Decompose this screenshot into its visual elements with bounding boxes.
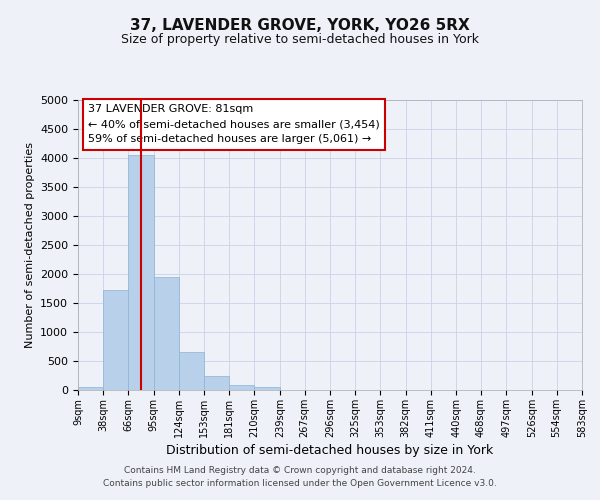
Bar	[254, 387, 280, 390]
X-axis label: Distribution of semi-detached houses by size in York: Distribution of semi-detached houses by …	[166, 444, 494, 457]
Text: 37 LAVENDER GROVE: 81sqm
← 40% of semi-detached houses are smaller (3,454)
59% o: 37 LAVENDER GROVE: 81sqm ← 40% of semi-d…	[88, 104, 380, 144]
Bar	[154, 277, 179, 390]
Text: 37, LAVENDER GROVE, YORK, YO26 5RX: 37, LAVENDER GROVE, YORK, YO26 5RX	[130, 18, 470, 32]
Bar	[229, 385, 254, 390]
Bar	[179, 352, 205, 390]
Bar	[128, 155, 154, 390]
Y-axis label: Number of semi-detached properties: Number of semi-detached properties	[25, 142, 35, 348]
Bar	[103, 290, 128, 390]
Bar	[205, 376, 229, 390]
Text: Contains HM Land Registry data © Crown copyright and database right 2024.
Contai: Contains HM Land Registry data © Crown c…	[103, 466, 497, 487]
Bar	[78, 387, 103, 390]
Text: Size of property relative to semi-detached houses in York: Size of property relative to semi-detach…	[121, 32, 479, 46]
